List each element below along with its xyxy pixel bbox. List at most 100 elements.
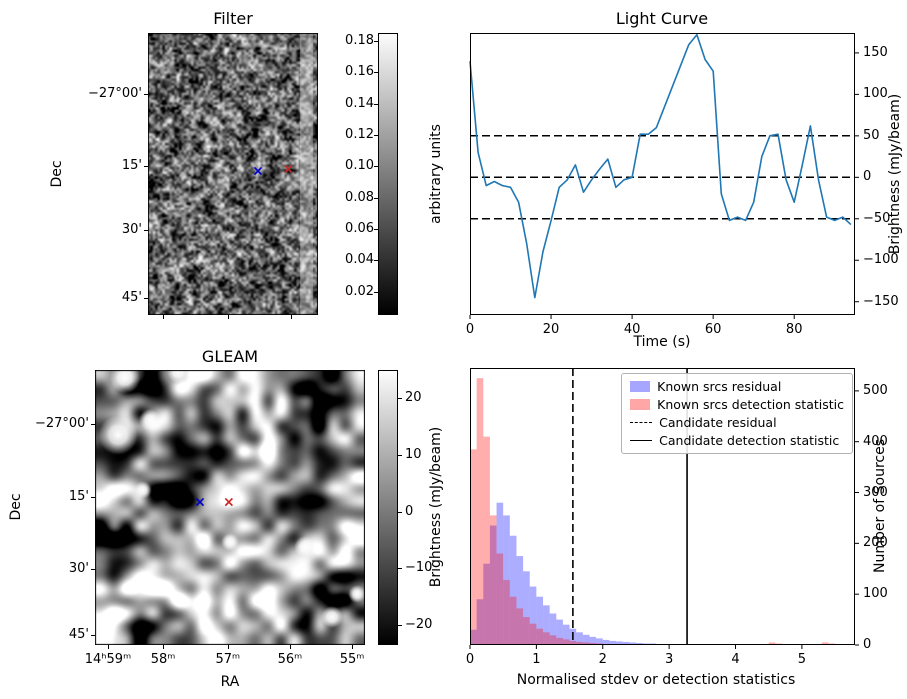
gleam-panel-title: GLEAM [201,347,259,366]
filter-colorbar-tick: 0.06 [345,220,374,236]
filter-colorbar-tick: 0.04 [345,252,374,268]
gleam-dec-tick: −27°00' [34,415,89,431]
lightcurve-panel-title: Light Curve [615,9,709,28]
legend-label: Known srcs detection statistic [657,397,844,412]
histogram-legend: Known srcs residual Known srcs detection … [621,373,853,454]
filter-colorbar-tick: 0.14 [345,95,374,111]
solid-line-swatch [630,440,653,441]
gleam-image [95,370,365,645]
histogram-x-tick: 5 [797,652,807,667]
histogram-x-tick: 1 [532,652,541,667]
gleam-dec-tick: 15' [68,488,89,504]
histogram-x-tick: 2 [598,652,607,667]
gleam-colorbar [378,370,398,645]
gleam-colorbar-tick: −10 [405,560,433,576]
legend-label: Known srcs residual [657,379,782,394]
patch-swatch [630,381,651,392]
histogram-y-tick: 100 [863,586,888,602]
lightcurve-y-tick: −100 [863,252,899,268]
legend-label: Candidate detection statistic [659,433,840,448]
filter-panel-title: Filter [213,9,253,28]
gleam-colorbar-tick: 10 [405,447,422,463]
lightcurve-y-tick: 50 [863,127,880,143]
tick-mark [374,228,378,230]
gleam-ra-tick: 58ᵐ [150,652,176,667]
tick-mark [227,315,229,319]
lightcurve-x-tick: 0 [465,322,475,337]
tick-mark [144,93,148,95]
filter-dec-tick: −27°00' [87,85,142,101]
tick-mark [374,260,378,262]
filter-colorbar-tick: 0.16 [345,64,374,80]
tick-mark [374,40,378,42]
filter-red-x-marker: × [282,161,295,178]
lightcurve-x-axis-label: Time (s) [633,334,691,350]
filter-colorbar-tick: 0.02 [345,283,374,299]
tick-mark [398,511,402,513]
histogram-y-tick: 200 [863,535,888,551]
tick-mark [374,72,378,74]
gleam-blue-x-marker: × [194,494,206,511]
legend-item: Candidate detection statistic [630,433,844,448]
filter-colorbar [378,33,398,315]
gleam-dec-tick: 30' [68,561,89,577]
filter-dec-tick: 30' [121,222,142,238]
tick-mark [398,455,402,457]
histogram-x-tick: 4 [731,652,740,667]
tick-mark [91,635,95,637]
histogram-y-axis-label: Number of Sources [872,438,888,574]
tick-mark [227,645,229,649]
gleam-ra-tick: 55ᵐ [339,652,365,667]
tick-mark [91,569,95,571]
gleam-ra-tick: 57ᵐ [215,652,241,667]
histogram-y-tick: 500 [863,382,888,398]
gleam-colorbar-tick: −20 [405,617,433,633]
histogram-y-tick: 0 [863,637,872,652]
tick-mark [398,625,402,627]
filter-colorbar-tick: 0.18 [345,32,374,48]
histogram-x-tick: 3 [664,652,674,667]
gleam-ra-tick: 14ʰ59ᵐ [84,652,132,667]
filter-colorbar-tick: 0.08 [345,189,374,205]
filter-dec-tick: 15' [121,157,142,173]
histogram-x-tick: 0 [465,652,475,667]
lightcurve-plot [469,33,859,319]
filter-colorbar-tick: 0.10 [345,158,374,174]
tick-mark [163,645,165,649]
lightcurve-x-tick: 80 [785,322,803,337]
lightcurve-y-tick: −150 [863,293,899,309]
lightcurve-y-tick: 150 [863,44,888,60]
tick-mark [398,398,402,400]
dashed-line-swatch [630,422,653,423]
legend-item: Known srcs residual [630,379,844,394]
patch-swatch [630,399,651,410]
tick-mark [398,568,402,570]
tick-mark [144,165,148,167]
gleam-ra-tick: 56ᵐ [277,652,303,667]
filter-colorbar-tick: 0.12 [345,126,374,142]
tick-mark [107,645,109,649]
lightcurve-x-tick: 60 [704,322,722,337]
legend-item: Candidate residual [630,415,844,430]
filter-y-axis-label: Dec [49,160,65,188]
tick-mark [374,166,378,168]
tick-mark [374,103,378,105]
gleam-colorbar-tick: 20 [405,390,422,406]
tick-mark [290,315,292,319]
tick-mark [91,496,95,498]
lightcurve-y-tick: 100 [863,86,888,102]
gleam-x-axis-label: RA [220,674,240,690]
tick-mark [144,298,148,300]
lightcurve-x-tick: 20 [542,322,560,337]
gleam-red-x-marker: × [223,494,235,511]
tick-mark [163,315,165,319]
lightcurve-x-tick: 40 [623,322,641,337]
tick-mark [352,645,354,649]
filter-colorbar-label: arbitrary units [428,124,444,224]
tick-mark [374,291,378,293]
tick-mark [91,423,95,425]
gleam-dec-tick: 45' [68,627,89,643]
gleam-colorbar-tick: 0 [405,503,414,519]
histogram-y-tick: 400 [863,433,888,449]
